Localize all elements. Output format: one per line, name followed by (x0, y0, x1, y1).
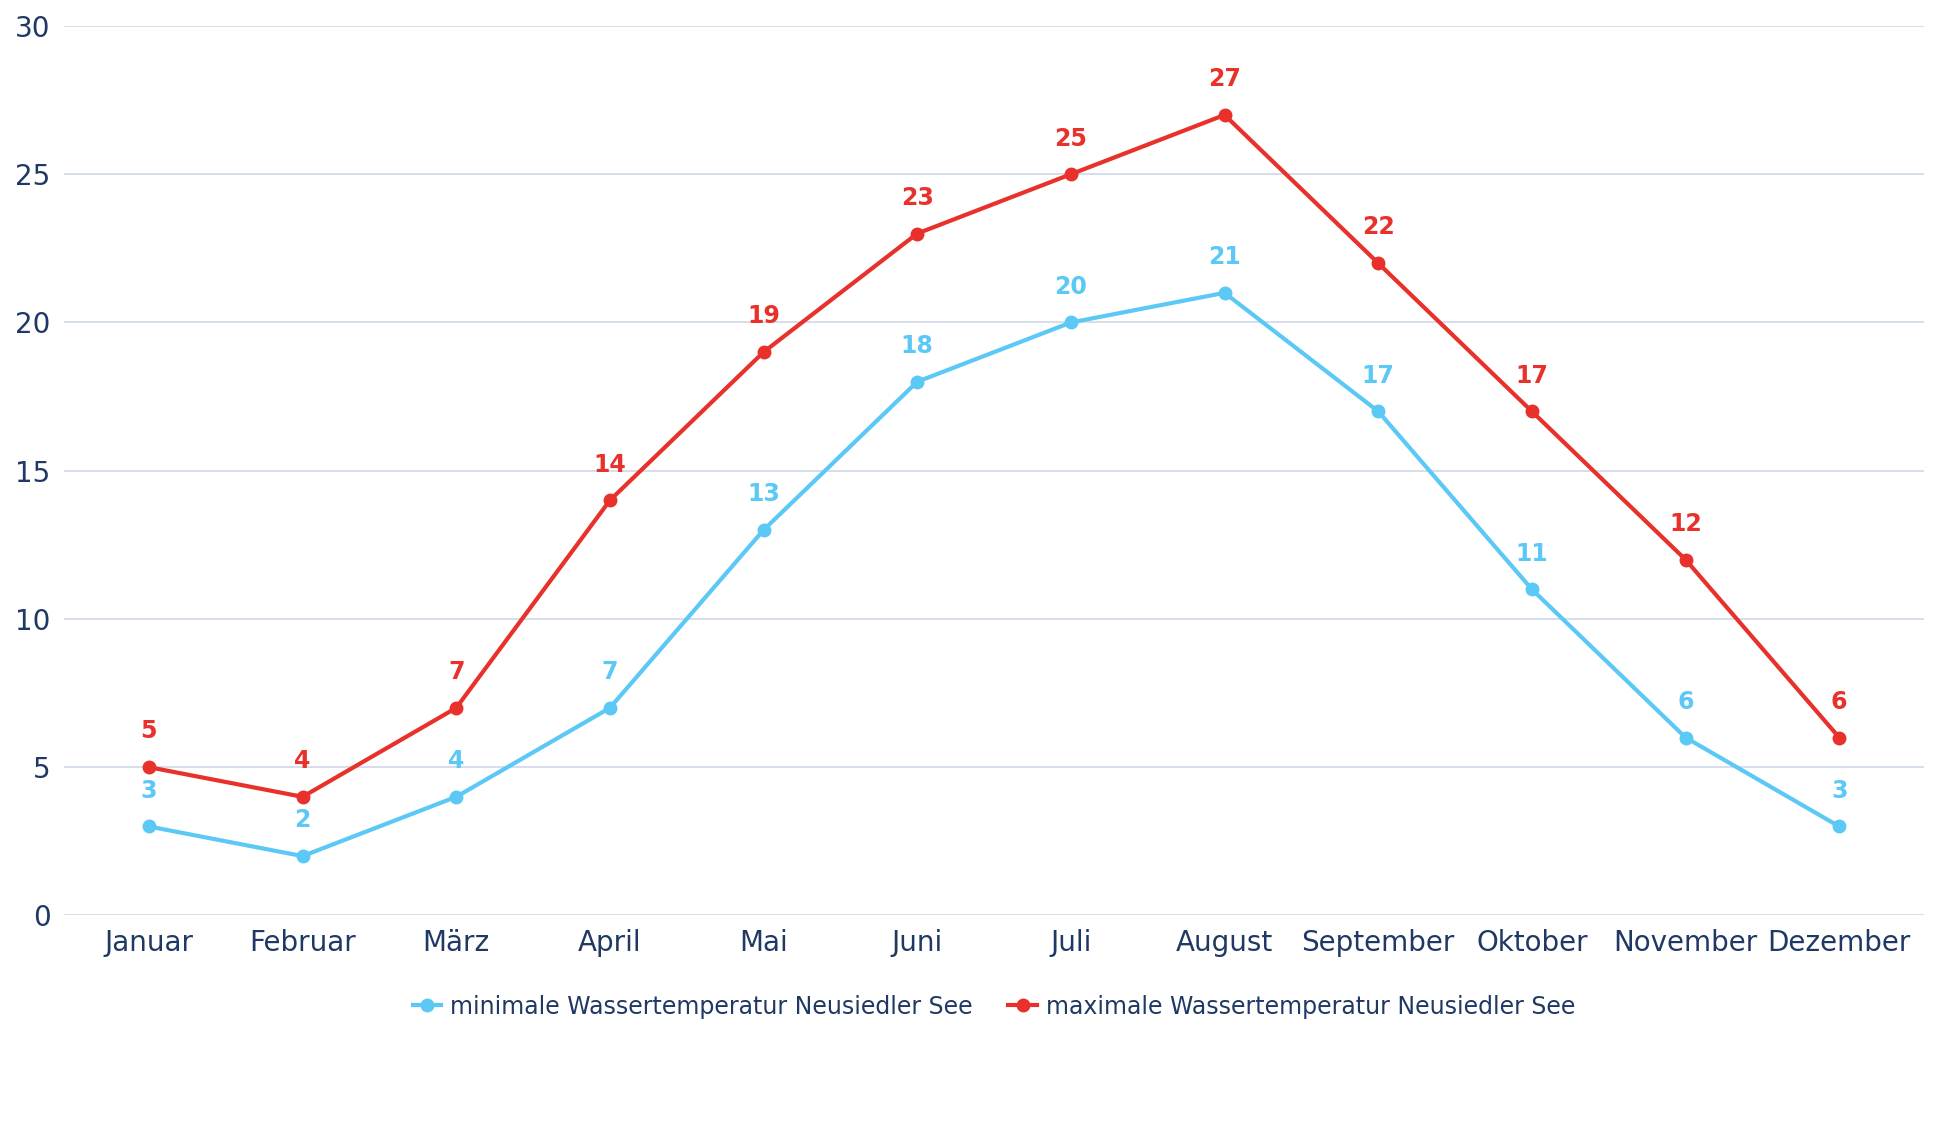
Text: 3: 3 (140, 779, 157, 803)
Legend: minimale Wassertemperatur Neusiedler See, maximale Wassertemperatur Neusiedler S: minimale Wassertemperatur Neusiedler See… (404, 985, 1585, 1028)
Text: 18: 18 (901, 334, 934, 359)
Text: 12: 12 (1670, 512, 1701, 536)
Text: 2: 2 (295, 809, 311, 832)
Text: 25: 25 (1055, 127, 1088, 150)
Text: 7: 7 (602, 661, 618, 684)
Text: 6: 6 (1831, 690, 1847, 714)
Text: 19: 19 (748, 304, 781, 328)
Text: 23: 23 (901, 185, 934, 210)
Text: 13: 13 (748, 482, 781, 507)
Text: 11: 11 (1515, 542, 1548, 566)
Text: 17: 17 (1515, 364, 1548, 388)
Text: 14: 14 (594, 452, 625, 476)
Text: 3: 3 (1831, 779, 1847, 803)
Text: 6: 6 (1678, 690, 1693, 714)
Text: 7: 7 (449, 661, 464, 684)
Text: 17: 17 (1361, 364, 1394, 388)
Text: 5: 5 (140, 719, 157, 743)
Text: 21: 21 (1208, 245, 1241, 269)
Text: 20: 20 (1055, 275, 1088, 299)
Text: 4: 4 (449, 749, 464, 774)
Text: 27: 27 (1208, 67, 1241, 92)
Text: 22: 22 (1361, 216, 1394, 240)
Text: 4: 4 (295, 749, 311, 774)
